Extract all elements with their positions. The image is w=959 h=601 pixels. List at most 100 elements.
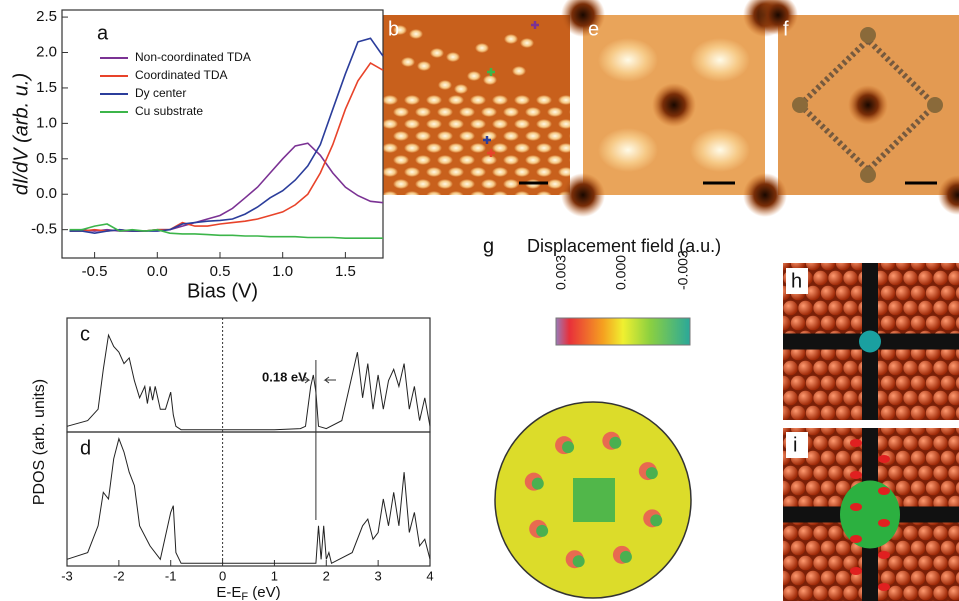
cu-atom — [820, 405, 836, 420]
molecule — [448, 143, 464, 153]
dy-atom — [860, 27, 876, 43]
cu-atom — [888, 585, 903, 601]
cu-atom — [790, 480, 806, 496]
cu-atom — [850, 263, 866, 271]
cu-atom — [843, 360, 858, 376]
cu-atom — [903, 435, 918, 451]
cu-atom — [948, 555, 959, 571]
legend-label: Cu substrate — [135, 104, 203, 118]
molecule — [514, 119, 530, 129]
x-tick-label: 4 — [426, 568, 433, 583]
cu-atom — [835, 450, 851, 466]
molecule — [404, 119, 420, 129]
legend-label: Non-coordinated TDA — [135, 50, 251, 64]
cu-atom — [948, 270, 959, 286]
cu-atom — [910, 263, 926, 271]
cu-atom — [828, 525, 843, 541]
molecule — [426, 191, 442, 195]
cu-atom — [805, 450, 821, 466]
molecule — [536, 191, 552, 195]
molecule — [415, 179, 431, 189]
cu-atom — [955, 263, 959, 269]
cu-atom — [910, 315, 926, 331]
cu-atom — [903, 390, 918, 406]
molecule — [492, 119, 508, 129]
molecule — [448, 167, 464, 177]
molecule — [481, 179, 497, 189]
molecule — [426, 119, 442, 129]
molecule — [536, 95, 552, 105]
cu-atom — [813, 300, 828, 316]
pore — [561, 173, 605, 217]
cu-atom — [933, 555, 948, 571]
y-tick-label: -0.5 — [31, 221, 57, 238]
cu-atom — [955, 377, 959, 389]
cu-atom — [835, 375, 851, 391]
cu-atom — [925, 263, 941, 271]
cu-atom — [828, 270, 843, 286]
molecule — [438, 80, 452, 90]
dy-atom — [859, 330, 881, 353]
cu-atom — [895, 570, 911, 586]
label-part: (eV) — [248, 584, 281, 601]
cu-atom — [940, 570, 956, 586]
cu-atom — [813, 465, 828, 481]
cu-atom — [903, 555, 918, 571]
colorbar-tick: 0.003 — [553, 255, 569, 290]
cu-atom — [948, 390, 959, 406]
cu-atom — [895, 540, 911, 556]
cu-atom — [783, 360, 798, 376]
cu-atom — [955, 572, 959, 584]
cu-atom — [880, 570, 896, 586]
x-tick-label: 1 — [271, 568, 278, 583]
molecule — [525, 107, 541, 117]
molecule — [483, 75, 497, 85]
cu-atom — [888, 360, 903, 376]
cu-atom — [910, 285, 926, 301]
molecule — [525, 155, 541, 165]
cu-atom — [828, 555, 843, 571]
y-tick-label: 1.0 — [36, 114, 57, 131]
cu-atom — [835, 315, 851, 331]
cu-atom — [820, 428, 836, 436]
marker — [483, 136, 491, 144]
molecule — [393, 179, 409, 189]
panel-label: b — [388, 18, 399, 40]
cu-atom — [828, 435, 843, 451]
cu-atom — [895, 450, 911, 466]
cu-atom — [783, 315, 791, 331]
field-lobe — [562, 441, 575, 454]
plot-frame — [66, 431, 431, 567]
cu-atom — [835, 480, 851, 496]
cu-atom — [955, 542, 959, 554]
molecule — [459, 179, 475, 189]
cu-atom — [895, 285, 911, 301]
cu-atom — [948, 360, 959, 376]
pore — [938, 175, 959, 215]
molecule — [415, 155, 431, 165]
cu-atom — [918, 390, 933, 406]
annotation: 0.18 eV — [262, 369, 307, 384]
cu-atom — [783, 428, 791, 436]
colorbar — [555, 317, 691, 346]
molecule — [448, 191, 464, 195]
marker — [531, 21, 539, 29]
panel-label: a — [97, 22, 109, 44]
cu-atom — [888, 300, 903, 316]
molecule — [514, 167, 530, 177]
cu-atom — [925, 428, 941, 436]
cu-atom — [820, 450, 836, 466]
molecule — [437, 131, 453, 141]
y-tick-label: 2.0 — [36, 43, 57, 60]
cu-atom — [918, 555, 933, 571]
cu-atom — [933, 525, 948, 541]
cu-atom — [910, 428, 926, 436]
marker — [487, 68, 495, 76]
cu-atom — [813, 270, 828, 286]
molecule — [404, 143, 420, 153]
molecule — [459, 131, 475, 141]
cu-atom — [940, 428, 956, 436]
cu-atom — [933, 390, 948, 406]
